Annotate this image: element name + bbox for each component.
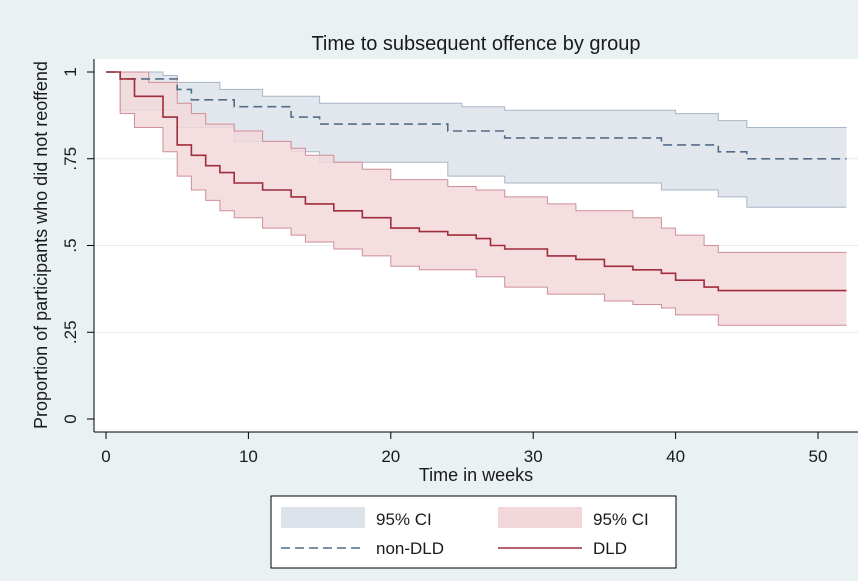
x-tick-label: 30 bbox=[524, 447, 543, 466]
nondld-ci-band bbox=[106, 72, 847, 208]
ci-bands bbox=[106, 71, 847, 326]
dld-survival-line bbox=[106, 71, 847, 292]
legend-swatch-dld-ci bbox=[498, 507, 582, 528]
legend-label-nondld: non-DLD bbox=[376, 539, 444, 558]
chart-title: Time to subsequent offence by group bbox=[311, 33, 640, 55]
dld-ci-lower bbox=[106, 71, 847, 326]
nondld-survival-line bbox=[106, 71, 847, 160]
x-tick-label: 0 bbox=[101, 447, 110, 466]
survival-lines bbox=[106, 71, 847, 292]
x-axis-label: Time in weeks bbox=[419, 465, 533, 485]
x-tick-label: 20 bbox=[381, 447, 400, 466]
y-tick-label: .75 bbox=[61, 147, 80, 171]
dld-ci-band bbox=[106, 72, 847, 326]
nondld-ci-upper bbox=[106, 71, 847, 128]
x-tick-label: 10 bbox=[239, 447, 258, 466]
y-tick-label: 1 bbox=[61, 67, 80, 76]
y-axis-ticks: 0 .25 .5 .75 1 bbox=[61, 67, 94, 424]
y-axis-label: Proportion of participants who did not r… bbox=[31, 61, 51, 429]
x-axis-ticks: 0 10 20 30 40 50 bbox=[101, 432, 827, 466]
legend-label-nondld-ci: 95% CI bbox=[376, 510, 432, 529]
y-tick-label: 0 bbox=[61, 414, 80, 423]
legend-label-dld-ci: 95% CI bbox=[593, 510, 649, 529]
legend-label-dld: DLD bbox=[593, 539, 627, 558]
y-tick-label: .5 bbox=[61, 238, 80, 252]
y-tick-label: .25 bbox=[61, 320, 80, 344]
x-tick-label: 50 bbox=[809, 447, 828, 466]
x-tick-label: 40 bbox=[666, 447, 685, 466]
legend-swatch-nondld-ci bbox=[281, 507, 365, 528]
legend: 95% CI 95% CI non-DLD DLD bbox=[270, 495, 677, 569]
dld-ci-upper bbox=[106, 71, 847, 253]
